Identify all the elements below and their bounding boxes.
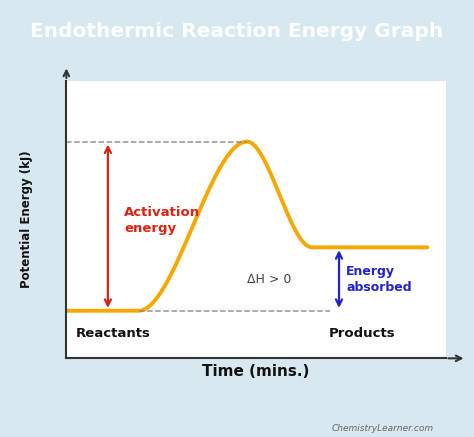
Text: Activation
energy: Activation energy: [124, 206, 201, 236]
Text: Products: Products: [329, 327, 396, 340]
Text: ΔH > 0: ΔH > 0: [247, 273, 292, 285]
X-axis label: Time (mins.): Time (mins.): [202, 364, 310, 379]
Text: Endothermic Reaction Energy Graph: Endothermic Reaction Energy Graph: [30, 22, 444, 41]
Text: ChemistryLearner.com: ChemistryLearner.com: [332, 423, 434, 433]
Text: Potential Energy (kJ): Potential Energy (kJ): [20, 151, 33, 288]
Text: Reactants: Reactants: [76, 327, 151, 340]
Text: Energy
absorbed: Energy absorbed: [346, 264, 412, 294]
